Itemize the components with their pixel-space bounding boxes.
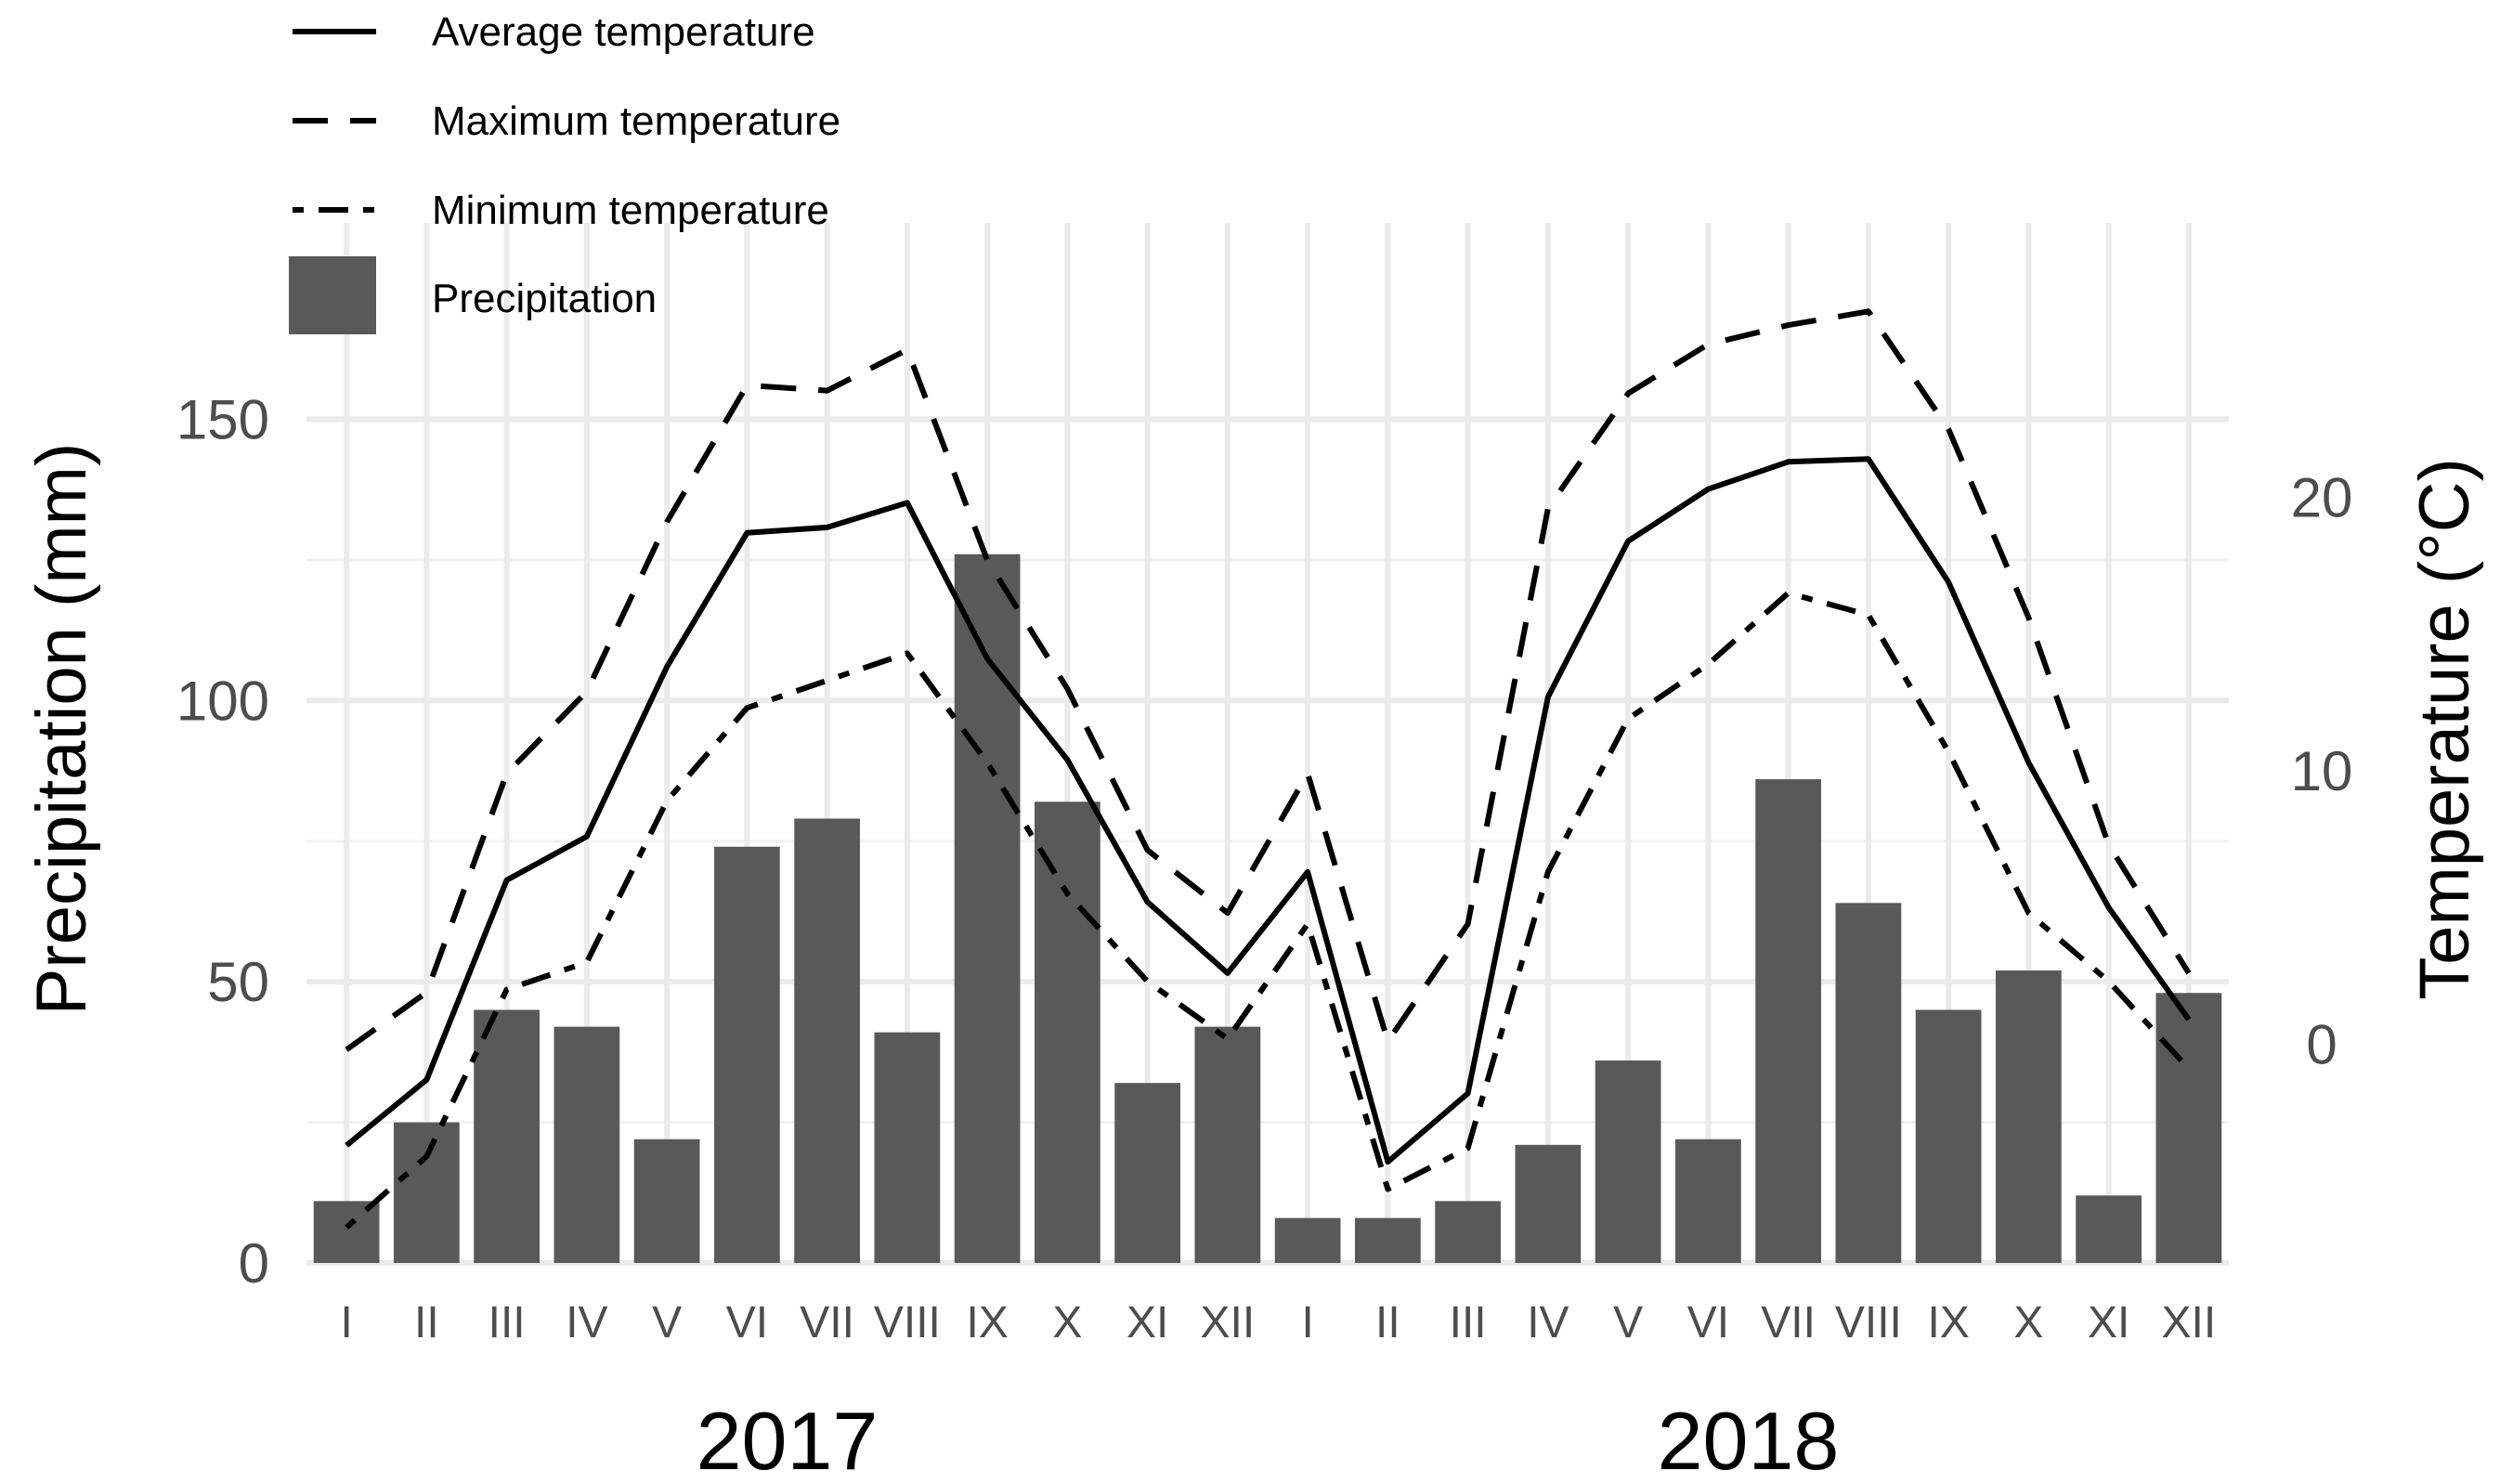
x-tick-label: I <box>1301 1298 1313 1347</box>
x-tick-label: II <box>1375 1298 1400 1347</box>
precipitation-bar-19 <box>1755 779 1821 1263</box>
x-tick-label: XI <box>2088 1298 2129 1347</box>
precipitation-bars <box>313 553 2222 1263</box>
precipitation-bar-15 <box>1435 1201 1501 1263</box>
x-tick-label: IV <box>566 1298 607 1347</box>
x-tick-label: VIII <box>874 1298 941 1347</box>
precipitation-bar-7 <box>794 818 860 1263</box>
temperature-lines <box>345 308 2192 1230</box>
x-tick-label: IX <box>966 1298 1008 1347</box>
x-tick-label: III <box>1450 1298 1487 1347</box>
precipitation-bar-17 <box>1595 1060 1661 1263</box>
precipitation-bar-11 <box>1114 1083 1180 1263</box>
x-tick-label: XII <box>1201 1298 1256 1347</box>
precipitation-bar-5 <box>633 1139 700 1263</box>
y-tick-left-label: 0 <box>239 1232 269 1295</box>
year-label-2017: 2017 <box>697 1395 879 1479</box>
line-min-temperature <box>345 590 2192 1230</box>
precipitation-bar-21 <box>1915 1009 1982 1263</box>
x-tick-label: II <box>414 1298 439 1347</box>
precipitation-bar-22 <box>1996 970 2062 1263</box>
x-tick-label: XI <box>1126 1298 1168 1347</box>
precipitation-bar-12 <box>1194 1026 1261 1263</box>
precipitation-bar-20 <box>1835 903 1902 1263</box>
legend: Average temperature Maximum temperature … <box>289 9 840 334</box>
y-tick-left-label: 100 <box>176 670 269 732</box>
x-tick-label: VI <box>1687 1298 1729 1347</box>
line-max-temperature <box>345 308 2192 1052</box>
precipitation-bar-14 <box>1355 1217 1421 1263</box>
legend-key-precipitation <box>289 256 376 334</box>
y-tick-right-label: 0 <box>2306 1013 2337 1075</box>
y-tick-right-label: 20 <box>2291 467 2353 529</box>
x-tick-label: III <box>488 1298 526 1347</box>
x-tick-label: VIII <box>1835 1298 1902 1347</box>
x-tick-label: IX <box>1927 1298 1969 1347</box>
precipitation-bar-8 <box>874 1032 941 1263</box>
precipitation-bar-16 <box>1515 1144 1582 1263</box>
line-avg-temperature <box>345 456 2192 1165</box>
x-tick-label: V <box>652 1298 682 1347</box>
y-tick-left-label: 150 <box>176 388 269 450</box>
x-tick-label: V <box>1613 1298 1643 1347</box>
precipitation-bar-3 <box>474 1009 540 1263</box>
precipitation-bar-6 <box>714 846 780 1263</box>
x-tick-label: IV <box>1527 1298 1569 1347</box>
x-tick-label: I <box>340 1298 352 1347</box>
legend-label-minimum-temperature: Minimum temperature <box>432 188 829 233</box>
y-tick-right-label: 10 <box>2291 740 2353 802</box>
x-tick-label: X <box>1052 1298 1082 1347</box>
legend-label-maximum-temperature: Maximum temperature <box>432 98 840 144</box>
x-tick-label: VI <box>726 1298 768 1347</box>
precipitation-bar-9 <box>954 553 1021 1263</box>
precipitation-bar-10 <box>1035 801 1100 1263</box>
precipitation-bar-18 <box>1675 1139 1741 1263</box>
y-axis-title-right: Temperature (°C) <box>2405 458 2484 1000</box>
legend-label-average-temperature: Average temperature <box>432 9 815 55</box>
y-tick-left-label: 50 <box>207 951 269 1013</box>
precipitation-bar-2 <box>394 1122 460 1263</box>
precipitation-bar-4 <box>553 1026 620 1263</box>
year-label-2018: 2018 <box>1658 1395 1840 1479</box>
x-tick-label: XII <box>2162 1298 2217 1347</box>
x-tick-label: VII <box>1761 1298 1816 1347</box>
legend-label-precipitation: Precipitation <box>432 276 657 321</box>
x-tick-label: X <box>2013 1298 2043 1347</box>
precipitation-bar-24 <box>2155 993 2222 1263</box>
y-axis-title-left: Precipitation (mm) <box>22 443 101 1016</box>
precipitation-bar-23 <box>2076 1195 2142 1263</box>
precipitation-bar-13 <box>1274 1217 1341 1263</box>
x-tick-label: VII <box>800 1298 854 1347</box>
